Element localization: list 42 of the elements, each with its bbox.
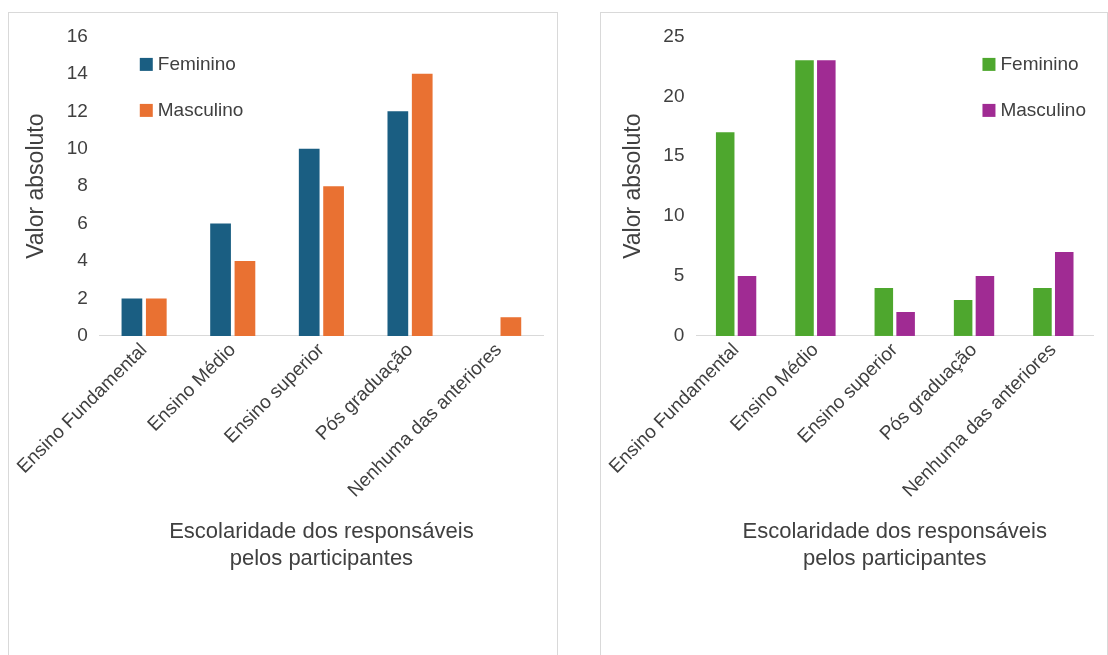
y-axis-title: Valor absoluto [22, 113, 49, 259]
bar [874, 288, 894, 336]
bar [323, 186, 344, 336]
y-tick-label: 0 [77, 324, 88, 346]
y-tick-label: 12 [66, 99, 88, 121]
y-tick-label: 14 [66, 62, 89, 84]
legend-label: Feminino [1000, 52, 1079, 74]
y-tick-label: 6 [77, 211, 88, 233]
bar [411, 73, 433, 336]
y-tick-label: 10 [66, 136, 88, 158]
x-axis-title: Escolaridade dos responsáveis pelos participantes [742, 518, 1047, 570]
bar [715, 132, 735, 336]
y-tick-label: 25 [663, 24, 685, 46]
bar [387, 111, 409, 336]
bar [953, 300, 973, 336]
y-tick-label: 2 [77, 286, 88, 308]
x-axis-title: Escolaridade dos responsáveis pelos participantes [169, 518, 474, 570]
legend-label: Masculino [1000, 98, 1087, 120]
bar [145, 298, 167, 336]
bar [896, 311, 915, 336]
y-tick-label: 20 [663, 84, 685, 106]
bar [234, 261, 256, 336]
legend-label: Masculino [157, 98, 244, 120]
y-tick-label: 15 [663, 144, 685, 166]
bar [1054, 252, 1074, 336]
bar [298, 148, 320, 336]
y-tick-label: 10 [663, 204, 685, 226]
bar [795, 60, 814, 336]
legend-label: Feminino [157, 52, 236, 74]
bar [1033, 288, 1052, 336]
y-tick-label: 16 [66, 24, 88, 46]
y-tick-label: 4 [77, 249, 89, 271]
y-tick-label: 5 [673, 264, 685, 286]
y-tick-label: 0 [673, 324, 685, 346]
bar [500, 317, 522, 336]
bar [817, 60, 836, 336]
bar [121, 298, 143, 336]
bar [737, 276, 757, 336]
y-tick-label: 8 [77, 174, 88, 196]
y-axis-title: Valor absoluto [618, 113, 645, 259]
bar [975, 276, 995, 336]
bar [210, 223, 231, 336]
